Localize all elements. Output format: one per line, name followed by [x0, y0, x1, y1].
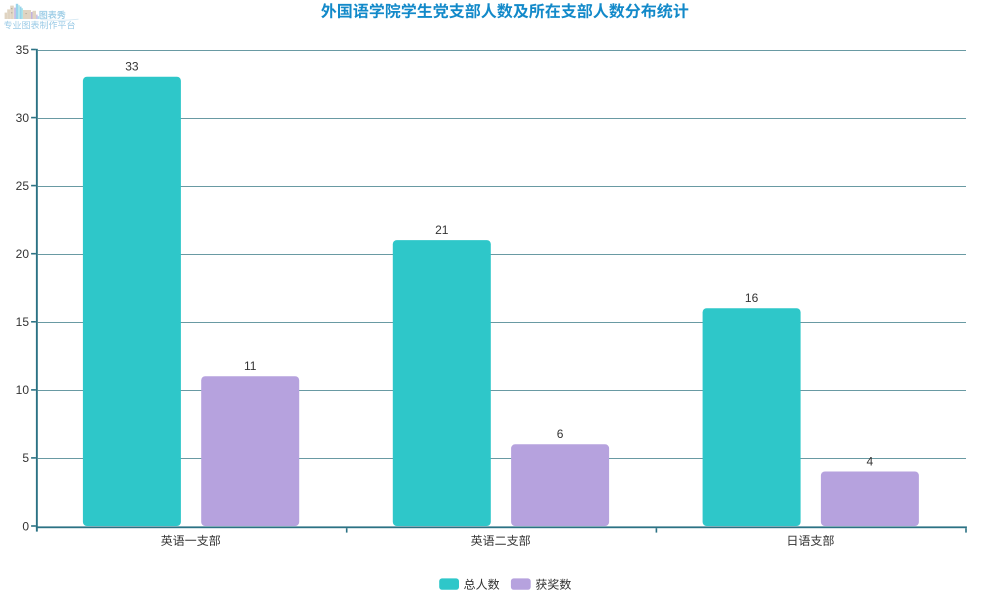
svg-text:6: 6: [557, 427, 564, 441]
svg-text:10: 10: [16, 383, 30, 397]
svg-text:20: 20: [16, 247, 30, 261]
svg-text:30: 30: [16, 111, 30, 125]
svg-text:15: 15: [16, 315, 30, 329]
svg-text:11: 11: [244, 359, 257, 373]
svg-text:21: 21: [435, 223, 449, 237]
svg-text:4: 4: [867, 454, 874, 468]
svg-text:25: 25: [16, 179, 30, 193]
svg-text:35: 35: [16, 43, 30, 57]
svg-text:0: 0: [22, 519, 29, 533]
svg-text:33: 33: [125, 60, 139, 74]
svg-text:5: 5: [22, 451, 29, 465]
svg-text:16: 16: [745, 291, 759, 305]
